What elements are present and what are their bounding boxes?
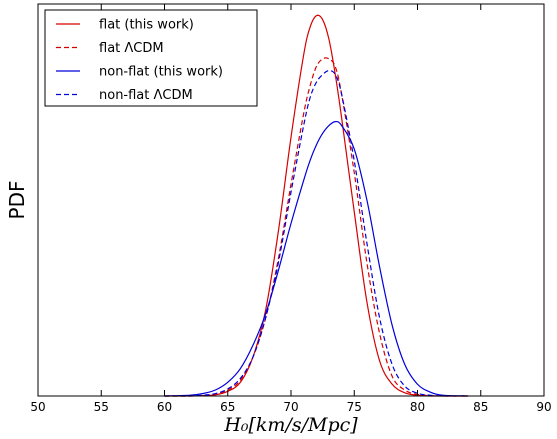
y-axis-title: PDF (5, 181, 29, 220)
legend-label: flat (this work) (99, 18, 194, 33)
x-tick-label: 90 (536, 400, 551, 414)
curves-layer (164, 14, 469, 397)
x-tick-label: 50 (30, 400, 45, 414)
x-tick-label: 65 (220, 400, 235, 414)
legend-label: non-flat (this work) (99, 65, 223, 80)
series-line-0 (164, 14, 469, 397)
series-line-3 (164, 70, 469, 397)
legend-label: flat ΛCDM (99, 41, 164, 56)
x-tick-label: 80 (410, 400, 425, 414)
legend: flat (this work) flat ΛCDM non-flat (this … (44, 9, 258, 107)
x-tick-label: 85 (473, 400, 488, 414)
series-line-1 (164, 57, 469, 397)
x-ticks: 50 55 60 65 70 75 80 85 90 (30, 4, 552, 414)
legend-label: non-flat ΛCDM (99, 88, 193, 103)
x-tick-label: 70 (283, 400, 298, 414)
x-tick-label: 75 (347, 400, 362, 414)
x-axis-title: H₀[km/s/Mpc] (223, 414, 358, 436)
x-tick-label: 60 (157, 400, 172, 414)
x-tick-label: 55 (94, 400, 109, 414)
series-line-2 (164, 120, 469, 397)
legend-box (44, 9, 258, 107)
